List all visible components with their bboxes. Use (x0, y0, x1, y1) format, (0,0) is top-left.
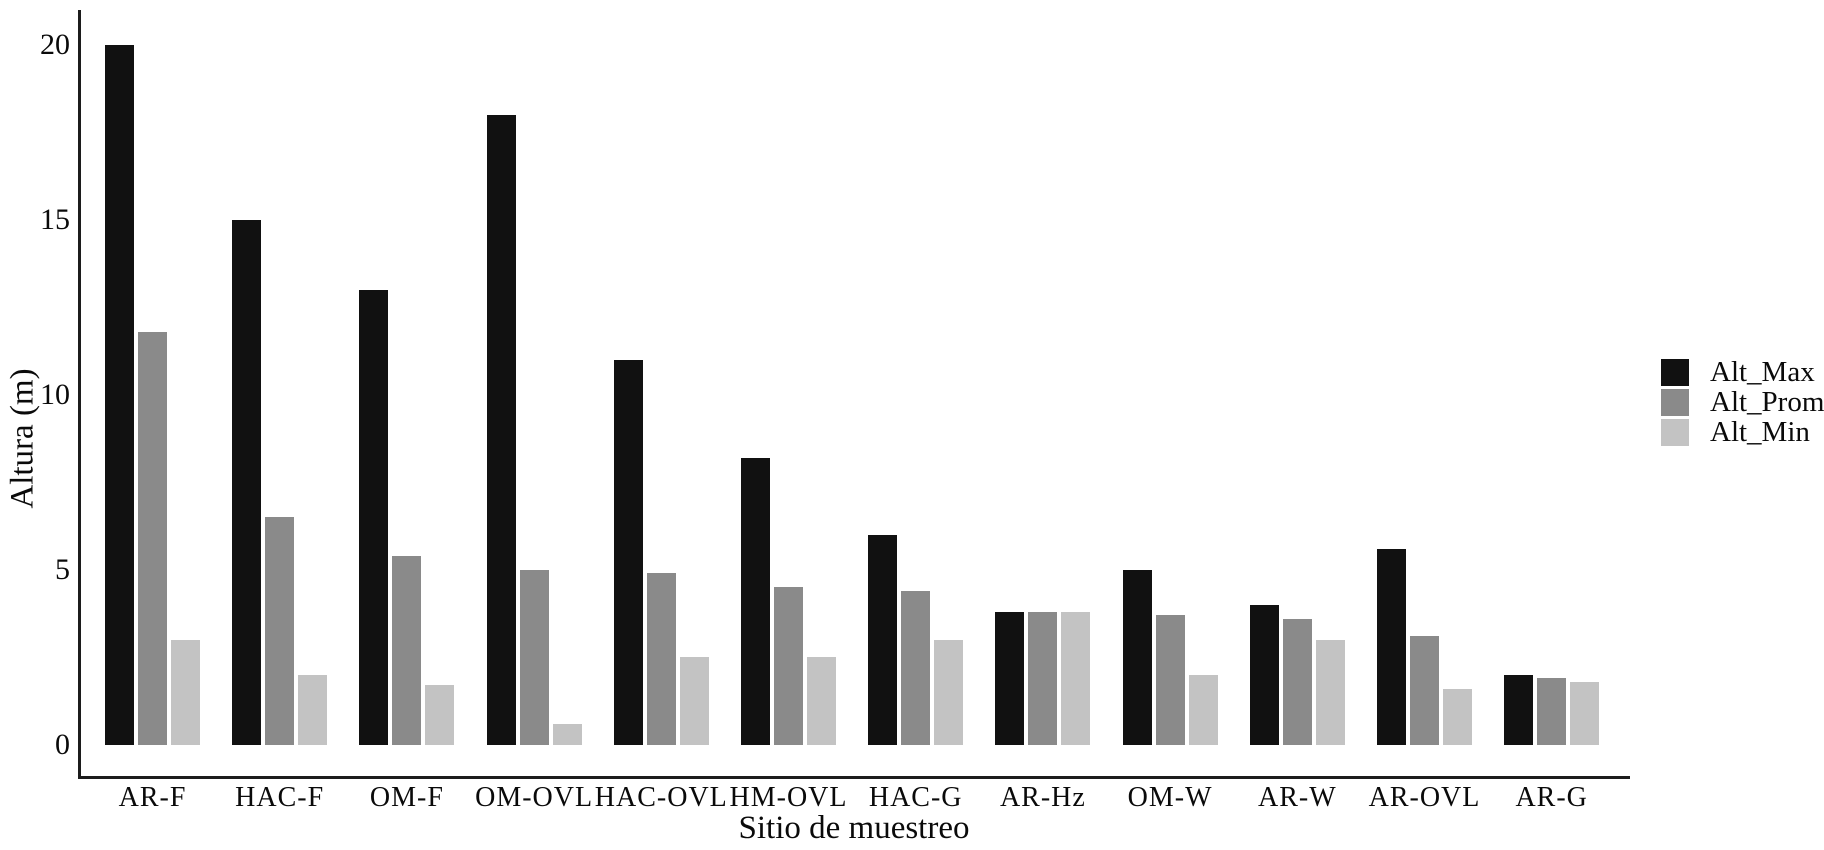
bar (807, 657, 836, 745)
x-tick-label: OM-W (1127, 782, 1213, 813)
bar (774, 587, 803, 745)
x-tick-label: AR-Hz (999, 782, 1086, 813)
bar (1283, 619, 1312, 745)
bar (680, 657, 709, 745)
bar (1443, 689, 1472, 745)
y-tick-label: 0 (55, 728, 70, 761)
legend-item: Alt_Prom (1661, 387, 1824, 417)
bar (265, 517, 294, 745)
x-tick-label: AR-G (1515, 782, 1588, 813)
x-axis-line (78, 776, 1630, 779)
y-tick-label: 10 (40, 378, 70, 411)
y-tick-label: 20 (40, 28, 70, 61)
bar (1377, 549, 1406, 745)
bar (359, 290, 388, 745)
x-tick-label: HM-OVL (729, 782, 848, 813)
x-tick-label: OM-OVL (475, 782, 594, 813)
bar (1570, 682, 1599, 745)
legend-swatch (1661, 388, 1689, 416)
bar (425, 685, 454, 745)
bar (232, 220, 261, 745)
bar (868, 535, 897, 745)
bar (1504, 675, 1533, 745)
x-tick-label: OM-F (369, 782, 444, 813)
y-axis-title: Altura (m) (4, 368, 41, 509)
bar (1250, 605, 1279, 745)
bar (901, 591, 930, 745)
bar (1061, 612, 1090, 745)
legend: Alt_Max Alt_Prom Alt_Min (1661, 357, 1824, 447)
bar (741, 458, 770, 745)
legend-label: Alt_Min (1710, 415, 1810, 448)
y-axis-line (78, 10, 81, 779)
bar (298, 675, 327, 745)
x-tick-label: AR-OVL (1368, 782, 1481, 813)
bar (1028, 612, 1057, 745)
legend-swatch (1661, 418, 1689, 446)
bar (1189, 675, 1218, 745)
bar (1316, 640, 1345, 745)
bar (392, 556, 421, 745)
bar (1410, 636, 1439, 745)
bar (171, 640, 200, 745)
bar (553, 724, 582, 745)
x-axis-title: Sitio de muestreo (738, 810, 970, 846)
bar (1156, 615, 1185, 745)
bar (138, 332, 167, 745)
bar (1123, 570, 1152, 745)
y-tick-label: 5 (55, 553, 70, 586)
bar (105, 45, 134, 745)
x-tick-label: HAC-F (235, 782, 325, 813)
x-tick-label: HAC-OVL (594, 782, 728, 813)
legend-swatch (1661, 358, 1689, 386)
bar (520, 570, 549, 745)
bar (614, 360, 643, 745)
bar (934, 640, 963, 745)
legend-label: Alt_Max (1710, 355, 1815, 388)
x-tick-label: HAC-G (868, 782, 963, 813)
legend-item: Alt_Max (1661, 357, 1824, 387)
bar (487, 115, 516, 745)
legend-item: Alt_Min (1661, 417, 1824, 447)
x-tick-label: AR-F (118, 782, 187, 813)
bar (1537, 678, 1566, 745)
legend-label: Alt_Prom (1710, 385, 1824, 418)
bar (995, 612, 1024, 745)
x-tick-label: AR-W (1257, 782, 1337, 813)
y-tick-label: 15 (40, 203, 70, 236)
bar (647, 573, 676, 745)
